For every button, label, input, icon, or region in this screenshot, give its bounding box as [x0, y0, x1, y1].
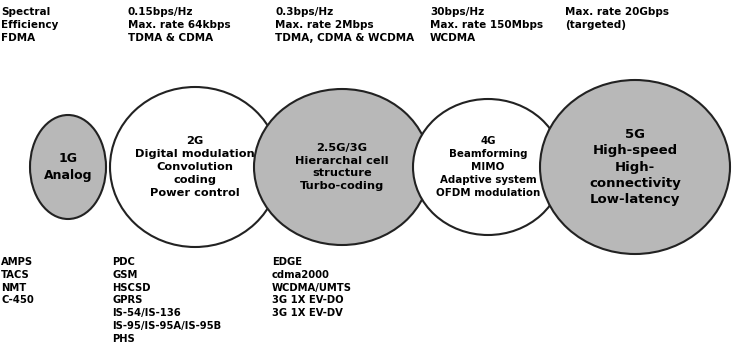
Text: 0.15bps/Hz
Max. rate 64kbps
TDMA & CDMA: 0.15bps/Hz Max. rate 64kbps TDMA & CDMA: [128, 7, 230, 43]
Ellipse shape: [413, 99, 563, 235]
Text: Spectral
Efficiency
FDMA: Spectral Efficiency FDMA: [1, 7, 59, 43]
Text: EDGE
cdma2000
WCDMA/UMTS
3G 1X EV-DO
3G 1X EV-DV: EDGE cdma2000 WCDMA/UMTS 3G 1X EV-DO 3G …: [272, 257, 352, 318]
Text: 2.5G/3G
Hierarchal cell
structure
Turbo-coding: 2.5G/3G Hierarchal cell structure Turbo-…: [295, 143, 389, 191]
Text: 5G
High-speed
High-
connectivity
Low-latency: 5G High-speed High- connectivity Low-lat…: [589, 127, 681, 207]
Ellipse shape: [254, 89, 430, 245]
Ellipse shape: [30, 115, 106, 219]
Text: AMPS
TACS
NMT
C-450: AMPS TACS NMT C-450: [1, 257, 33, 305]
Text: Max. rate 20Gbps
(targeted): Max. rate 20Gbps (targeted): [565, 7, 669, 30]
Text: 2G
Digital modulation
Convolution
coding
Power control: 2G Digital modulation Convolution coding…: [135, 136, 255, 198]
Ellipse shape: [110, 87, 280, 247]
Text: 4G
Beamforming
MIMO
Adaptive system
OFDM modulation: 4G Beamforming MIMO Adaptive system OFDM…: [436, 136, 540, 198]
Text: 1G
Analog: 1G Analog: [44, 152, 92, 182]
Text: 30bps/Hz
Max. rate 150Mbps
WCDMA: 30bps/Hz Max. rate 150Mbps WCDMA: [430, 7, 543, 43]
Text: 0.3bps/Hz
Max. rate 2Mbps
TDMA, CDMA & WCDMA: 0.3bps/Hz Max. rate 2Mbps TDMA, CDMA & W…: [275, 7, 414, 43]
Text: PDC
GSM
HSCSD
GPRS
IS-54/IS-136
IS-95/IS-95A/IS-95B
PHS: PDC GSM HSCSD GPRS IS-54/IS-136 IS-95/IS…: [112, 257, 221, 344]
Ellipse shape: [540, 80, 730, 254]
